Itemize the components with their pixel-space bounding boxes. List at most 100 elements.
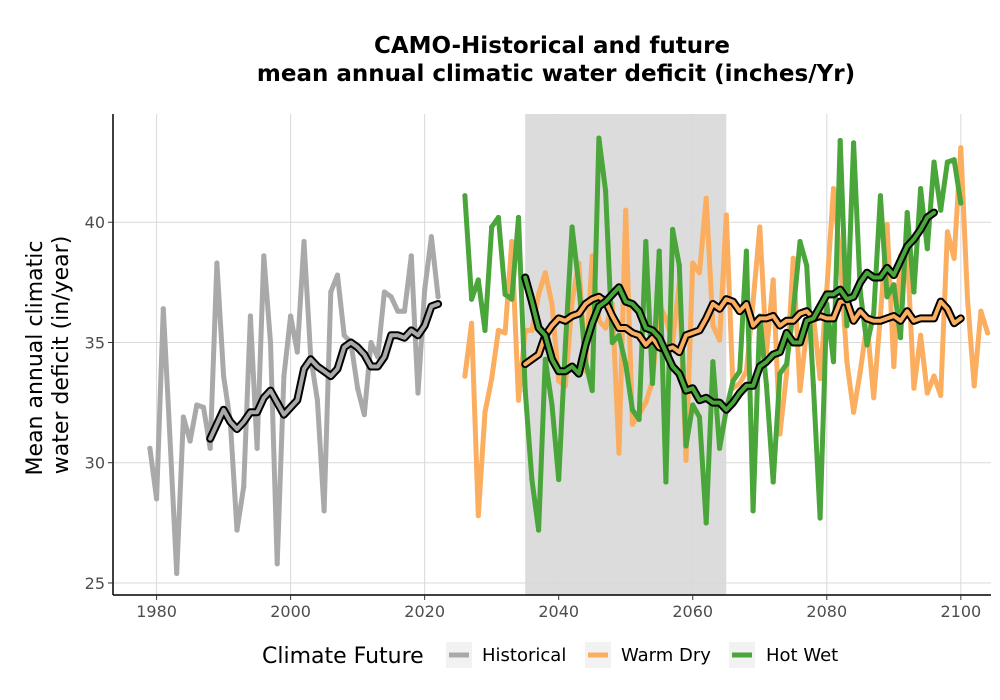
- rolling-line-hot-wet: [523, 210, 936, 412]
- point-warm-dry-2070: [757, 224, 763, 230]
- point-historical-2012: [368, 339, 374, 346]
- point-hot-wet-2075: [790, 308, 796, 314]
- point-warm-dry-2067: [737, 380, 743, 386]
- point-warm-dry-2072: [770, 277, 776, 283]
- point-historical-1985: [187, 438, 193, 444]
- point-historical-2008: [341, 332, 347, 338]
- legend-item-warm-dry: Warm Dry: [585, 642, 711, 668]
- point-warm-dry-2028: [475, 513, 481, 519]
- point-hot-wet-2074: [783, 361, 790, 367]
- point-warm-dry-2103: [978, 308, 984, 314]
- point-hot-wet-2090: [891, 282, 897, 288]
- point-warm-dry-2056: [663, 315, 669, 322]
- y-axis-title-line-2: water deficit (in/year): [49, 236, 74, 475]
- point-hot-wet-2077: [804, 262, 810, 269]
- point-warm-dry-2075: [790, 255, 796, 261]
- point-historical-1999: [281, 373, 287, 379]
- point-hot-wet-2040: [556, 476, 562, 483]
- legend-title: Climate Future: [262, 644, 424, 669]
- x-tick-label-2100: 2100: [940, 602, 981, 621]
- point-hot-wet-2092: [904, 210, 910, 216]
- point-warm-dry-2030: [489, 375, 495, 382]
- point-historical-1990: [220, 373, 227, 379]
- point-hot-wet-2048: [609, 339, 615, 346]
- point-historical-2010: [355, 385, 361, 391]
- legend: Climate Future Historical Warm Dry Hot W…: [262, 642, 838, 669]
- point-historical-2020: [422, 286, 428, 293]
- point-hot-wet-2082: [837, 137, 843, 144]
- point-warm-dry-2062: [703, 195, 709, 201]
- point-warm-dry-2079: [817, 375, 823, 382]
- point-historical-1981: [160, 306, 166, 312]
- point-historical-2015: [388, 294, 394, 300]
- point-historical-1998: [274, 561, 280, 567]
- point-hot-wet-2076: [797, 238, 803, 245]
- point-hot-wet-2087: [871, 311, 877, 317]
- point-warm-dry-2042: [569, 298, 575, 305]
- rolling-line-historical: [208, 302, 441, 441]
- plot-area: 1980 2000 2020 2040 2060 2080 2100 25 30 35 40: [85, 114, 991, 621]
- point-warm-dry-2047: [603, 325, 609, 331]
- point-hot-wet-2056: [663, 479, 669, 485]
- point-warm-dry-2085: [857, 368, 863, 374]
- chart-title-line-1: CAMO-Historical and future: [374, 33, 730, 59]
- point-warm-dry-2050: [623, 207, 629, 213]
- point-warm-dry-2084: [851, 409, 857, 415]
- point-historical-2001: [294, 349, 300, 355]
- point-warm-dry-2081: [830, 185, 837, 192]
- point-hot-wet-2031: [495, 214, 501, 221]
- point-hot-wet-2094: [918, 185, 924, 192]
- point-hot-wet-2069: [750, 508, 756, 514]
- point-warm-dry-2094: [918, 332, 924, 338]
- point-hot-wet-2072: [770, 479, 776, 485]
- point-warm-dry-2064: [716, 337, 723, 343]
- point-warm-dry-2087: [871, 395, 877, 401]
- point-warm-dry-2031: [495, 327, 501, 334]
- point-warm-dry-2060: [690, 260, 696, 266]
- point-hot-wet-2055: [656, 248, 662, 254]
- point-historical-1996: [261, 253, 267, 259]
- chart-title-line-2: mean annual climatic water deficit (inch…: [257, 61, 855, 87]
- point-hot-wet-2054: [649, 380, 656, 386]
- point-hot-wet-2066: [730, 378, 736, 384]
- point-warm-dry-2098: [944, 229, 951, 235]
- point-hot-wet-2050: [623, 361, 629, 367]
- point-historical-2005: [321, 508, 327, 514]
- point-hot-wet-2057: [670, 226, 676, 233]
- point-hot-wet-2096: [931, 159, 937, 165]
- point-historical-2016: [395, 308, 401, 314]
- point-hot-wet-2037: [535, 527, 542, 533]
- point-hot-wet-2081: [830, 359, 837, 365]
- point-hot-wet-2084: [851, 140, 857, 146]
- y-axis-title-line-1: Mean annual climatic: [23, 241, 48, 476]
- point-hot-wet-2041: [562, 342, 569, 348]
- point-warm-dry-2061: [696, 270, 703, 276]
- point-warm-dry-2049: [616, 450, 622, 456]
- point-warm-dry-2093: [911, 385, 917, 391]
- point-historical-1993: [241, 484, 247, 490]
- point-warm-dry-2096: [931, 373, 937, 379]
- point-warm-dry-2102: [971, 383, 977, 389]
- point-hot-wet-2061: [696, 414, 703, 420]
- point-historical-2006: [328, 289, 334, 295]
- y-tick-label-30: 30: [85, 454, 105, 473]
- point-hot-wet-2045: [589, 387, 595, 394]
- point-warm-dry-2104: [985, 330, 991, 336]
- point-warm-dry-2032: [502, 330, 508, 336]
- legend-label-hot-wet: Hot Wet: [766, 645, 838, 666]
- point-historical-1994: [247, 313, 253, 319]
- point-hot-wet-2073: [777, 371, 783, 377]
- point-warm-dry-2027: [468, 320, 475, 326]
- point-historical-2014: [381, 289, 388, 295]
- point-hot-wet-2026: [462, 193, 468, 199]
- point-hot-wet-2033: [509, 296, 515, 302]
- point-hot-wet-2051: [629, 407, 636, 413]
- point-warm-dry-2065: [723, 212, 729, 218]
- point-warm-dry-2099: [951, 255, 957, 261]
- point-hot-wet-2028: [475, 277, 481, 283]
- point-historical-1984: [180, 414, 186, 420]
- point-historical-1982: [167, 436, 173, 442]
- y-tick-label-25: 25: [85, 574, 105, 593]
- point-historical-2022: [435, 294, 441, 300]
